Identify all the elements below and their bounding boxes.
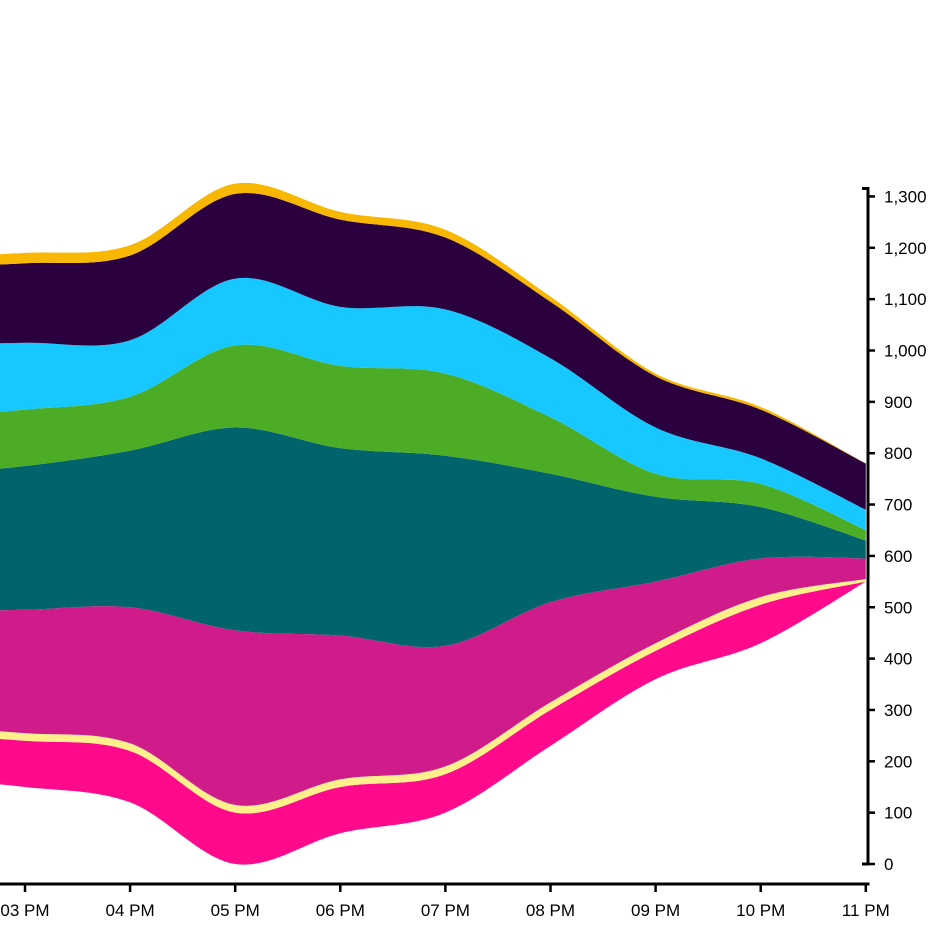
y-axis-line	[862, 186, 870, 866]
stream-layer-3	[0, 556, 866, 806]
x-axis: 03 PM 04 PM 05 PM 06 PM 07 PM 08 PM 09 PM 10 PM…	[0, 882, 890, 920]
y-tick-label: 300	[884, 701, 912, 720]
stream-layers	[0, 182, 866, 865]
y-tick-label: 200	[884, 752, 912, 771]
y-tick-label: 800	[884, 444, 912, 463]
stream-layer-1	[0, 581, 866, 865]
x-tick-label: 09 PM	[631, 901, 680, 920]
stream-layer-7	[0, 192, 866, 510]
stream-layer-5	[0, 344, 866, 541]
stream-layer-6	[0, 277, 866, 531]
y-axis: 0 100 200 300 400 500 600 700 800 900 1,000 1,100 1,…	[862, 186, 927, 874]
x-tick-label: 07 PM	[421, 901, 470, 920]
y-tick-label: 1,000	[884, 342, 927, 361]
y-tick-label: 500	[884, 598, 912, 617]
x-tick-label: 03 PM	[0, 901, 49, 920]
y-tick-label: 900	[884, 393, 912, 412]
x-tick-label: 10 PM	[736, 901, 785, 920]
y-tick-label: 1,300	[884, 187, 927, 206]
x-tick-label: 04 PM	[106, 901, 155, 920]
y-tick-label: 1,100	[884, 290, 927, 309]
y-tick-label: 600	[884, 547, 912, 566]
y-tick-label: 1,200	[884, 239, 927, 258]
stream-layer-4	[0, 427, 866, 648]
y-tick-label: 400	[884, 650, 912, 669]
x-tick-label: 08 PM	[526, 901, 575, 920]
y-tick-label: 100	[884, 804, 912, 823]
x-tick-label: 11 PM	[842, 901, 890, 920]
y-tick-label: 0	[884, 855, 893, 874]
x-tick-label: 05 PM	[211, 901, 260, 920]
x-tick-label: 06 PM	[316, 901, 365, 920]
y-tick-label: 700	[884, 496, 912, 515]
